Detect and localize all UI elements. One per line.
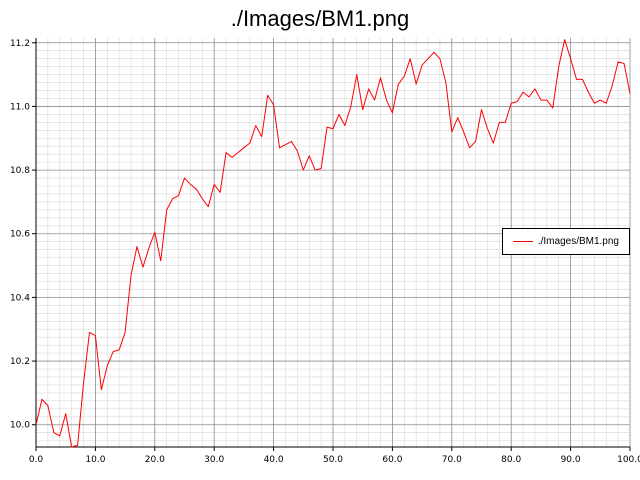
y-tick-label: 10.2 bbox=[10, 357, 30, 367]
y-tick-label: 11.0 bbox=[10, 102, 30, 112]
x-tick-label: 30.0 bbox=[204, 455, 224, 465]
x-tick-label: 0.0 bbox=[29, 455, 44, 465]
chart-title: ./Images/BM1.png bbox=[230, 6, 410, 31]
series-layer bbox=[35, 39, 631, 448]
legend-label: ./Images/BM1.png bbox=[537, 236, 619, 247]
x-tick-label: 10.0 bbox=[85, 455, 105, 465]
series-line-0 bbox=[35, 39, 631, 448]
x-tick-label: 20.0 bbox=[145, 455, 165, 465]
x-tick-label: 60.0 bbox=[382, 455, 402, 465]
major-grid bbox=[35, 38, 631, 447]
x-tick-label: 50.0 bbox=[323, 455, 343, 465]
x-tick-label: 80.0 bbox=[501, 455, 521, 465]
y-tick-label: 10.6 bbox=[10, 230, 30, 240]
x-tick-label: 90.0 bbox=[561, 455, 581, 465]
y-tick-label: 10.4 bbox=[10, 293, 30, 303]
legend: ./Images/BM1.png bbox=[502, 228, 630, 255]
y-tick-label: 10.8 bbox=[10, 166, 30, 176]
y-tick-label: 10.0 bbox=[10, 421, 30, 431]
y-tick-labels: 10.0 10.2 10.4 10.6 10.8 11.0 11.2 bbox=[10, 39, 30, 431]
legend-swatch bbox=[513, 241, 533, 242]
y-tick-label: 11.2 bbox=[10, 39, 30, 49]
x-tick-label: 70.0 bbox=[442, 455, 462, 465]
x-tick-labels: 0.0 10.0 20.0 30.0 40.0 50.0 60.0 70.0 80.0 90.0 1… bbox=[29, 455, 640, 465]
axes bbox=[32, 38, 631, 451]
x-tick-label: 100.0 bbox=[617, 455, 640, 465]
x-tick-label: 40.0 bbox=[264, 455, 284, 465]
